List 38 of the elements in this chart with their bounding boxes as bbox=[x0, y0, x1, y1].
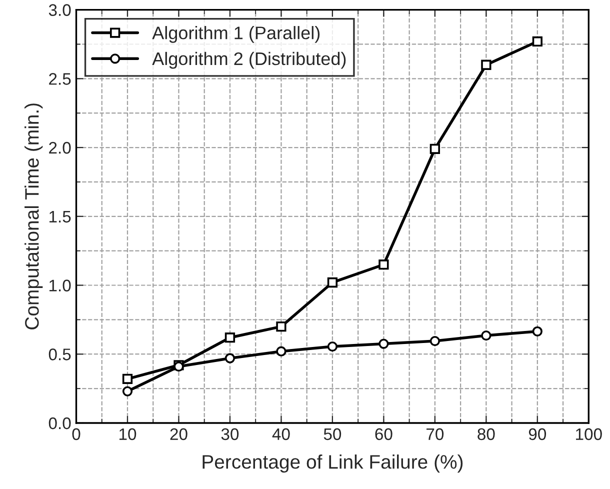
y-axis-title: Computational Time (min.) bbox=[24, 104, 43, 330]
y-tick-label: 3.0 bbox=[48, 4, 71, 16]
point bbox=[224, 353, 236, 364]
x-tick-label: 100 bbox=[576, 428, 602, 440]
y-tick-label: 1.0 bbox=[49, 280, 71, 292]
point bbox=[378, 338, 389, 349]
x-tick-label: 30 bbox=[221, 428, 239, 440]
point bbox=[481, 330, 492, 341]
x-tick-label: 70 bbox=[426, 428, 444, 440]
point bbox=[276, 346, 286, 356]
point bbox=[430, 144, 440, 154]
point bbox=[327, 277, 338, 288]
x-tick-label: 50 bbox=[324, 428, 342, 440]
y-tick-label: 2.5 bbox=[49, 73, 71, 85]
point bbox=[122, 386, 133, 396]
x-tick-label: 0 bbox=[72, 428, 80, 440]
point bbox=[430, 336, 440, 346]
x-tick-label: 20 bbox=[170, 428, 188, 440]
point bbox=[481, 60, 492, 70]
point bbox=[378, 260, 389, 270]
y-tick-label: 2.0 bbox=[49, 142, 71, 154]
y-tick-label: 1.5 bbox=[49, 210, 71, 223]
x-tick-label: 60 bbox=[375, 428, 392, 440]
x-tick-label: 40 bbox=[272, 428, 290, 440]
legend-label: Algorithm 2 (Distributed) bbox=[152, 52, 346, 69]
point bbox=[122, 374, 133, 384]
point bbox=[327, 341, 338, 352]
y-tick-label: 0.5 bbox=[48, 348, 71, 360]
point bbox=[532, 326, 542, 336]
y-tick-label: 0.0 bbox=[48, 417, 71, 430]
legend-label: Algorithm 1 (Parallel) bbox=[152, 26, 320, 43]
point bbox=[276, 322, 286, 332]
point bbox=[532, 36, 542, 47]
point bbox=[224, 332, 236, 343]
x-axis-title: Percentage of Link Failure (%) bbox=[202, 454, 463, 473]
x-tick-label: 90 bbox=[528, 428, 546, 440]
x-tick-label: 80 bbox=[478, 428, 495, 440]
x-tick-label: 10 bbox=[119, 428, 136, 440]
